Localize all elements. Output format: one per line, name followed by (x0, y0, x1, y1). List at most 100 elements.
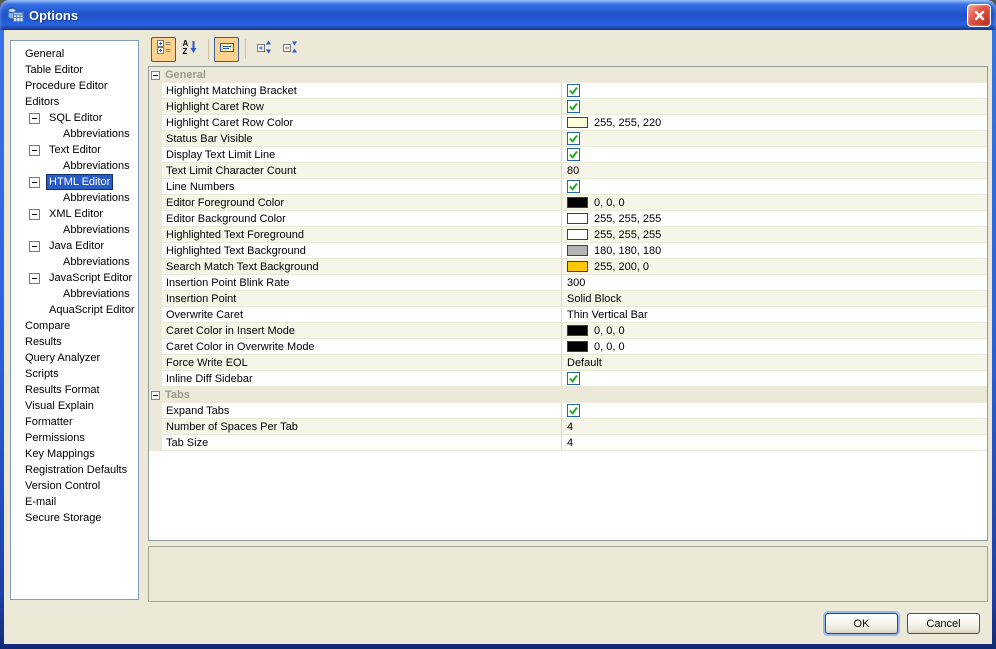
sidebar-item-results[interactable]: Results (11, 334, 138, 350)
property-row-search-match-text-background[interactable]: Search Match Text Background 255, 200, 0 (149, 259, 987, 275)
property-row-status-bar-visible[interactable]: Status Bar Visible (149, 131, 987, 147)
sidebar-item-general[interactable]: General (11, 46, 138, 62)
property-row-caret-color-in-overwrite-mode[interactable]: Caret Color in Overwrite Mode 0, 0, 0 (149, 339, 987, 355)
checkbox-checked[interactable] (567, 132, 580, 145)
property-value[interactable]: 255, 200, 0 (562, 259, 987, 274)
property-row-editor-background-color[interactable]: Editor Background Color 255, 255, 255 (149, 211, 987, 227)
property-value[interactable]: Default (562, 355, 987, 370)
collapse-minus-icon[interactable] (29, 144, 40, 156)
sidebar-item-table-editor[interactable]: Table Editor (11, 62, 138, 78)
sidebar-item-sql-editor[interactable]: SQL Editor (11, 110, 138, 126)
sidebar-item-abbreviations[interactable]: Abbreviations (11, 126, 138, 142)
sidebar-item-query-analyzer[interactable]: Query Analyzer (11, 350, 138, 366)
collapse-minus-icon[interactable] (29, 240, 40, 252)
cancel-button[interactable]: Cancel (907, 613, 980, 634)
sidebar-item-abbreviations[interactable]: Abbreviations (11, 190, 138, 206)
sidebar-item-abbreviations[interactable]: Abbreviations (11, 158, 138, 174)
close-button[interactable] (967, 4, 991, 27)
property-value[interactable] (562, 99, 987, 114)
sidebar-item-secure-storage[interactable]: Secure Storage (11, 510, 138, 526)
property-value[interactable]: 255, 255, 255 (562, 227, 987, 242)
property-row-display-text-limit-line[interactable]: Display Text Limit Line (149, 147, 987, 163)
collapse-minus-icon[interactable] (29, 272, 40, 284)
sidebar-item-html-editor[interactable]: HTML Editor (11, 174, 138, 190)
property-value[interactable]: 0, 0, 0 (562, 339, 987, 354)
property-value[interactable] (562, 179, 987, 194)
sidebar-item-formatter[interactable]: Formatter (11, 414, 138, 430)
sidebar-item-abbreviations[interactable]: Abbreviations (11, 254, 138, 270)
checkbox-checked[interactable] (567, 100, 580, 113)
sidebar-item-results-format[interactable]: Results Format (11, 382, 138, 398)
property-row-inline-diff-sidebar[interactable]: Inline Diff Sidebar (149, 371, 987, 387)
property-value[interactable]: Solid Block (562, 291, 987, 306)
group-header-tabs[interactable]: Tabs (149, 387, 987, 403)
collapse-minus-icon[interactable] (29, 208, 40, 220)
sidebar-item-xml-editor[interactable]: XML Editor (11, 206, 138, 222)
property-row-highlight-caret-row[interactable]: Highlight Caret Row (149, 99, 987, 115)
property-row-line-numbers[interactable]: Line Numbers (149, 179, 987, 195)
sidebar-item-key-mappings[interactable]: Key Mappings (11, 446, 138, 462)
collapse-minus-icon[interactable] (29, 176, 40, 188)
property-row-force-write-eol[interactable]: Force Write EOL Default (149, 355, 987, 371)
property-value[interactable]: 80 (562, 163, 987, 178)
property-row-overwrite-caret[interactable]: Overwrite Caret Thin Vertical Bar (149, 307, 987, 323)
checkbox-checked[interactable] (567, 148, 580, 161)
property-row-editor-foreground-color[interactable]: Editor Foreground Color 0, 0, 0 (149, 195, 987, 211)
checkbox-checked[interactable] (567, 180, 580, 193)
property-value[interactable] (562, 371, 987, 386)
sidebar-item-abbreviations[interactable]: Abbreviations (11, 286, 138, 302)
group-collapse-minus-icon[interactable] (151, 70, 160, 80)
property-value[interactable]: Thin Vertical Bar (562, 307, 987, 322)
property-row-expand-tabs[interactable]: Expand Tabs (149, 403, 987, 419)
property-row-caret-color-in-insert-mode[interactable]: Caret Color in Insert Mode 0, 0, 0 (149, 323, 987, 339)
sidebar-item-aquascript-editor[interactable]: AquaScript Editor (11, 302, 138, 318)
sidebar-item-registration-defaults[interactable]: Registration Defaults (11, 462, 138, 478)
sidebar-item-compare[interactable]: Compare (11, 318, 138, 334)
property-row-highlight-matching-bracket[interactable]: Highlight Matching Bracket (149, 83, 987, 99)
group-collapse-minus-icon[interactable] (151, 390, 160, 400)
property-value[interactable] (562, 403, 987, 418)
property-value[interactable]: 0, 0, 0 (562, 195, 987, 210)
show-description-button[interactable] (214, 36, 239, 62)
property-value[interactable]: 180, 180, 180 (562, 243, 987, 258)
property-value[interactable]: 255, 255, 255 (562, 211, 987, 226)
property-row-insertion-point-blink-rate[interactable]: Insertion Point Blink Rate 300 (149, 275, 987, 291)
property-value[interactable]: 255, 255, 220 (562, 115, 987, 130)
checkbox-checked[interactable] (567, 372, 580, 385)
sidebar-item-text-editor[interactable]: Text Editor (11, 142, 138, 158)
sidebar-item-visual-explain[interactable]: Visual Explain (11, 398, 138, 414)
collapse-groups-button[interactable] (277, 37, 302, 62)
property-value[interactable] (562, 83, 987, 98)
checkbox-checked[interactable] (567, 84, 580, 97)
categorized-view-button[interactable] (151, 36, 176, 62)
sidebar-item-e-mail[interactable]: E-mail (11, 494, 138, 510)
sidebar-item-java-editor[interactable]: Java Editor (11, 238, 138, 254)
property-value[interactable] (562, 131, 987, 146)
property-row-highlighted-text-background[interactable]: Highlighted Text Background 180, 180, 180 (149, 243, 987, 259)
property-value[interactable] (562, 147, 987, 162)
property-row-highlight-caret-row-color[interactable]: Highlight Caret Row Color 255, 255, 220 (149, 115, 987, 131)
sidebar-item-abbreviations[interactable]: Abbreviations (11, 222, 138, 238)
title-bar[interactable]: Options (0, 0, 996, 30)
group-header-general[interactable]: General (149, 67, 987, 83)
property-row-highlighted-text-foreground[interactable]: Highlighted Text Foreground 255, 255, 255 (149, 227, 987, 243)
property-row-text-limit-character-count[interactable]: Text Limit Character Count 80 (149, 163, 987, 179)
collapse-minus-icon[interactable] (29, 112, 40, 124)
property-row-tab-size[interactable]: Tab Size 4 (149, 435, 987, 451)
property-value[interactable]: 4 (562, 435, 987, 450)
property-value[interactable]: 0, 0, 0 (562, 323, 987, 338)
sidebar-item-javascript-editor[interactable]: JavaScript Editor (11, 270, 138, 286)
sidebar-item-permissions[interactable]: Permissions (11, 430, 138, 446)
property-row-insertion-point[interactable]: Insertion Point Solid Block (149, 291, 987, 307)
ok-button[interactable]: OK (825, 613, 898, 634)
property-value[interactable]: 4 (562, 419, 987, 434)
property-row-number-of-spaces-per-tab[interactable]: Number of Spaces Per Tab 4 (149, 419, 987, 435)
checkbox-checked[interactable] (567, 404, 580, 417)
sidebar-item-version-control[interactable]: Version Control (11, 478, 138, 494)
sidebar-item-editors[interactable]: Editors (11, 94, 138, 110)
sidebar-item-procedure-editor[interactable]: Procedure Editor (11, 78, 138, 94)
sidebar-item-scripts[interactable]: Scripts (11, 366, 138, 382)
expand-groups-button[interactable] (251, 37, 276, 62)
property-value[interactable]: 300 (562, 275, 987, 290)
